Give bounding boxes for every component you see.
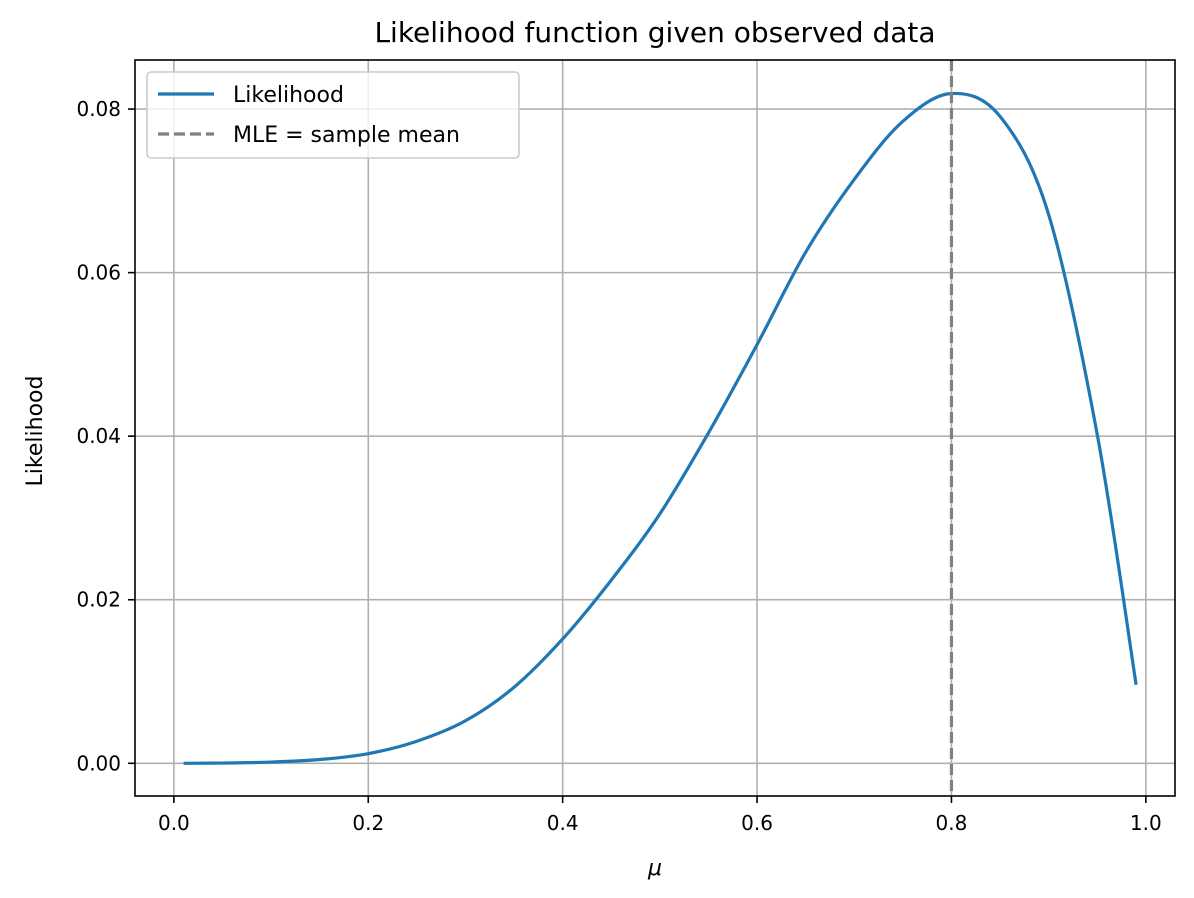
x-tick-label: 0.8 xyxy=(936,811,968,835)
y-tick-label: 0.04 xyxy=(76,424,121,448)
likelihood-curve xyxy=(183,91,1138,765)
y-tick-label: 0.02 xyxy=(76,588,121,612)
grid xyxy=(135,60,1175,796)
y-tick-label: 0.08 xyxy=(76,97,121,121)
legend-label-likelihood: Likelihood xyxy=(233,83,344,108)
plot-area-frame xyxy=(134,59,1176,797)
chart-title: Likelihood function given observed data xyxy=(374,16,935,49)
x-tick-label: 1.0 xyxy=(1130,811,1162,835)
x-tick-label: 0.6 xyxy=(741,811,773,835)
x-tick-label: 0.0 xyxy=(158,811,190,835)
x-axis-label: μ xyxy=(647,856,662,881)
axis-ticks: 0.0 0.2 0.4 0.6 0.8 1.0 0.00 0.02 0.04 0.06 0.08 xyxy=(76,97,1161,835)
legend: Likelihood MLE = sample mean xyxy=(146,71,520,159)
x-tick-label: 0.4 xyxy=(547,811,579,835)
x-tick-label: 0.2 xyxy=(352,811,384,835)
y-tick-label: 0.00 xyxy=(76,751,121,775)
y-axis-label: Likelihood xyxy=(23,376,48,487)
y-tick-label: 0.06 xyxy=(76,261,121,285)
legend-label-mle: MLE = sample mean xyxy=(233,123,460,148)
legend-box xyxy=(146,71,520,159)
plot-series xyxy=(183,60,1138,796)
